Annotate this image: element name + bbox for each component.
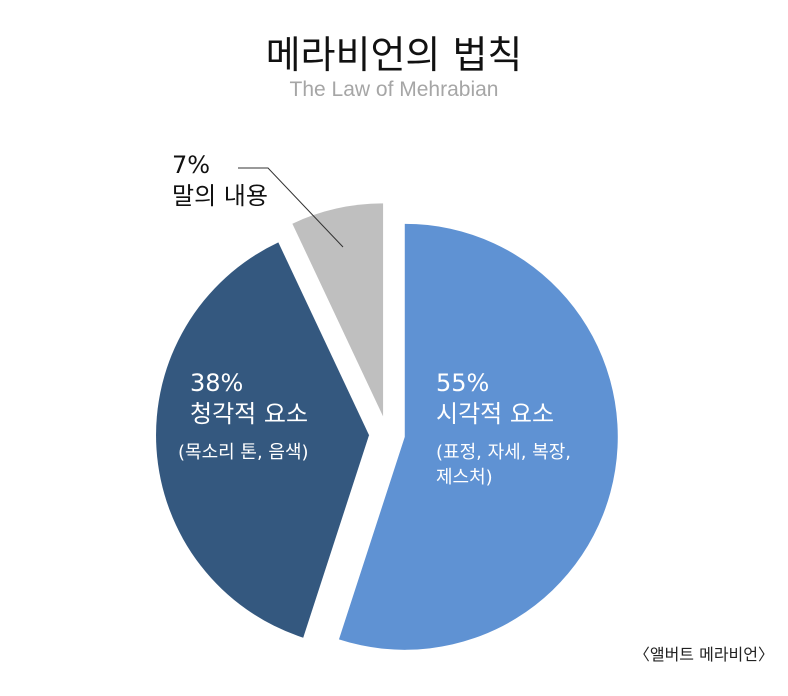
- slice-label-vocal: 38% 청각적 요소 (목소리 톤, 음색): [178, 368, 309, 463]
- pie-slices: [156, 203, 618, 650]
- pie-slice-visual: [338, 223, 618, 650]
- slice-name-verbal: 말의 내용: [172, 182, 268, 210]
- slice-name-visual: 시각적 요소: [436, 400, 555, 428]
- label-leader-line: [238, 167, 344, 248]
- pie-slice-vocal: [156, 242, 370, 638]
- slice-percent-verbal: 7%: [172, 151, 211, 179]
- slice-label-verbal: 7% 말의 내용: [172, 150, 268, 212]
- slice-percent-vocal: 38%: [190, 369, 244, 397]
- slice-detail-visual: (표정, 자세, 복장, 제스처): [436, 442, 571, 488]
- slice-percent-visual: 55%: [436, 369, 490, 397]
- chart-title: 메라비언의 법칙: [265, 33, 523, 77]
- slice-label-visual: 55% 시각적 요소 (표정, 자세, 복장, 제스처): [436, 368, 586, 490]
- slice-name-vocal: 청각적 요소: [190, 400, 309, 428]
- pie-slice-verbal: [292, 203, 384, 417]
- chart-subtitle: The Law of Mehrabian: [289, 78, 499, 101]
- slice-detail-vocal: (목소리 톤, 음색): [178, 442, 309, 463]
- source-caption: 〈앨버트 메라비언〉: [633, 645, 774, 664]
